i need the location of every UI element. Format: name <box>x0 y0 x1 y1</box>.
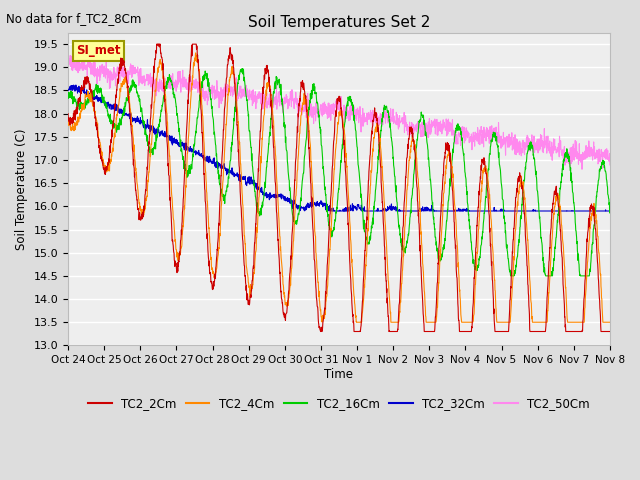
Text: No data for f_TC2_8Cm: No data for f_TC2_8Cm <box>6 12 142 25</box>
X-axis label: Time: Time <box>324 368 353 381</box>
Legend: TC2_2Cm, TC2_4Cm, TC2_16Cm, TC2_32Cm, TC2_50Cm: TC2_2Cm, TC2_4Cm, TC2_16Cm, TC2_32Cm, TC… <box>83 392 595 414</box>
Title: Soil Temperatures Set 2: Soil Temperatures Set 2 <box>248 15 430 30</box>
Y-axis label: Soil Temperature (C): Soil Temperature (C) <box>15 128 28 250</box>
Text: SI_met: SI_met <box>76 45 121 58</box>
